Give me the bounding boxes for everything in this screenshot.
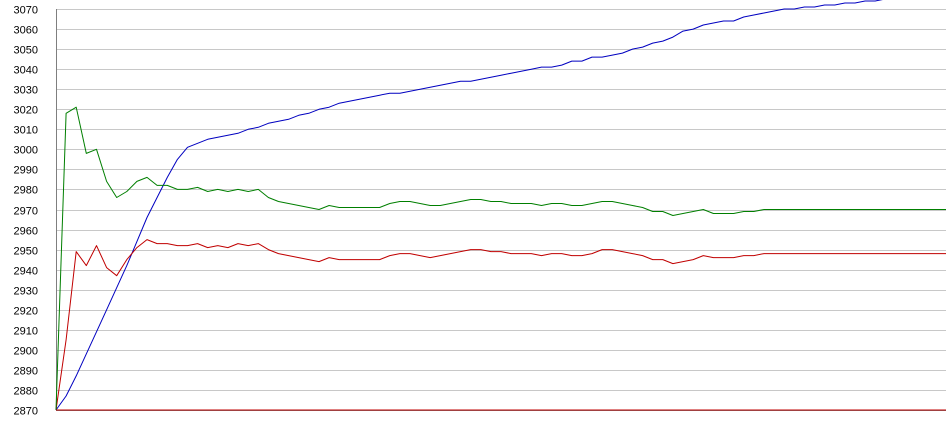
y-tick-label: 2970 xyxy=(14,206,38,218)
y-tick-label: 2940 xyxy=(14,266,38,278)
y-tick-label: 3040 xyxy=(14,65,38,77)
series-line-1 xyxy=(55,0,883,411)
y-tick-label: 3030 xyxy=(14,85,38,97)
y-tick-label: 3060 xyxy=(14,25,38,37)
y-tick-label: 2900 xyxy=(14,346,38,358)
y-tick-label: 2870 xyxy=(14,406,38,418)
y-tick-label: 3050 xyxy=(14,45,38,57)
series-lines xyxy=(55,0,946,411)
y-tick-label: 3010 xyxy=(14,125,38,137)
y-tick-label: 2950 xyxy=(14,246,38,258)
grid-lines xyxy=(56,9,946,411)
y-tick-label: 2920 xyxy=(14,306,38,318)
y-tick-label: 2990 xyxy=(14,165,38,177)
y-tick-label: 3020 xyxy=(14,105,38,117)
y-tick-label: 3070 xyxy=(14,5,38,17)
y-tick-label: 2930 xyxy=(14,286,38,298)
series-line-3 xyxy=(55,106,946,411)
y-tick-labels: 3070 3060 3050 3040 3030 3020 3010 3000 2990 2980… xyxy=(14,5,38,418)
y-tick-label: 2980 xyxy=(14,185,38,197)
y-tick-label: 2960 xyxy=(14,226,38,238)
y-tick-label: 2890 xyxy=(14,366,38,378)
y-tick-label: 2880 xyxy=(14,386,38,398)
y-tick-label: 2910 xyxy=(14,326,38,338)
y-tick-label: 3000 xyxy=(14,145,38,157)
series-line-2 xyxy=(55,239,946,411)
